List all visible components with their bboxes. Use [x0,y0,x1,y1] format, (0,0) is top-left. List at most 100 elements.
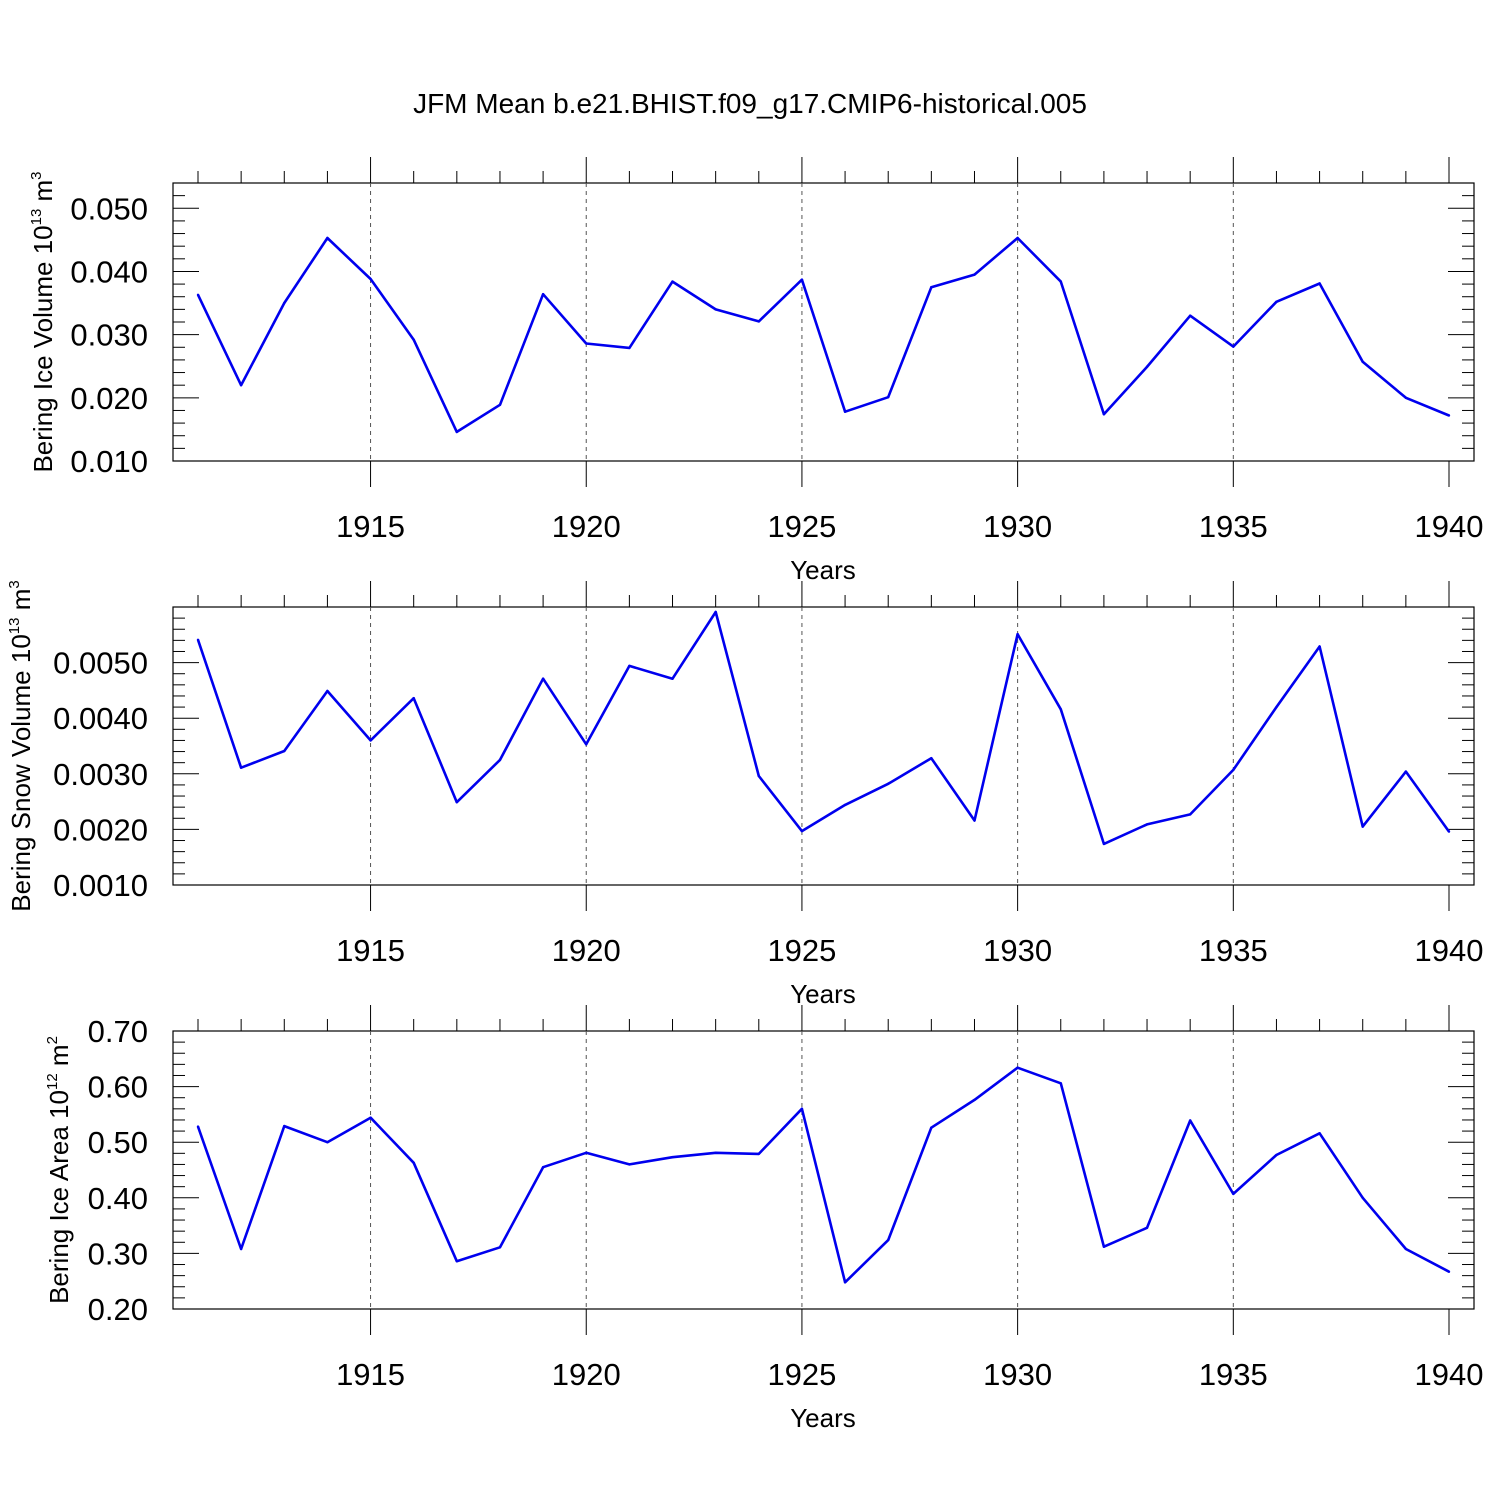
data-point [239,1247,243,1251]
data-point [585,1151,588,1154]
data-point [843,803,847,807]
panel-1: 0.010 0.020 0.030 0.040 0.050 1915 1920 1925 193… [28,157,1483,585]
y-tick-label: 0.030 [70,318,148,353]
series-line [196,1066,1450,1284]
x-tick-label: 1915 [336,509,405,544]
data-point [714,308,717,311]
data-point [887,395,890,399]
y-axis-title: Bering Snow Volume 1013 m3 [6,580,36,911]
data-point [541,1166,545,1169]
data-point [843,410,847,413]
data-point [283,301,286,305]
data-point [1275,300,1278,303]
data-point [887,782,890,786]
data-point [973,1098,976,1102]
data-point [498,1246,502,1249]
x-tick-label: 1935 [1199,509,1268,544]
data-point [1059,1082,1062,1085]
data-point [714,1151,717,1154]
data-point [1447,1270,1451,1273]
series-line [196,236,1450,434]
data-point [1318,1132,1321,1135]
data-point [1145,365,1149,369]
data-point [326,236,329,240]
y-axis-title: Bering Ice Volume 1013 m3 [28,171,58,472]
data-point [585,342,588,345]
data-point [1059,280,1062,283]
data-point [714,610,717,614]
x-tick-label: 1920 [552,933,621,968]
data-point [283,749,286,753]
x-tick-label: 1940 [1415,1357,1484,1392]
data-point [326,689,329,693]
data-point [585,743,588,746]
data-point [1145,823,1149,826]
x-axis-title: Years [790,555,856,585]
data-point [671,677,674,680]
data-point [843,1281,847,1284]
data-point [1447,830,1451,833]
data-point [1188,813,1192,816]
panel-3: 0.20 0.30 0.40 0.50 0.60 0.70 1915 1920 1925 1930… [44,1005,1483,1433]
data-point [239,383,243,387]
data-point [1016,236,1019,240]
data-point [1145,1226,1149,1230]
data-point [757,320,760,323]
data-point [541,677,545,680]
data-point [757,1152,760,1156]
y-tick-label: 0.050 [70,191,148,226]
data-point [369,1116,372,1119]
y-tick-label: 0.60 [88,1070,148,1105]
x-tick-label: 1915 [336,933,405,968]
x-tick-label: 1925 [767,509,836,544]
plot-frame [172,182,1475,462]
data-point [1102,413,1106,416]
data-point [498,403,502,406]
data-point [800,278,804,281]
data-point [1404,1247,1408,1251]
data-point [1016,633,1019,636]
x-tick-label: 1920 [552,1357,621,1392]
panel-2: 0.0010 0.0020 0.0030 0.0040 0.0050 1915 1920 19… [6,580,1483,1009]
data-point [1232,768,1235,772]
y-tick-label: 0.30 [88,1236,148,1271]
y-tick-label: 0.50 [88,1125,148,1160]
data-point [628,346,631,350]
data-point [1059,708,1062,711]
data-point [887,1238,890,1242]
x-tick-label: 1930 [983,933,1052,968]
x-tick-label: 1930 [983,509,1052,544]
y-tick-label: 0.0040 [53,701,148,736]
series-line [196,610,1451,846]
x-axis-title: Years [790,1403,856,1433]
data-point [369,277,372,281]
y-tick-label: 0.0010 [53,868,148,903]
data-point [1318,282,1321,285]
data-point [973,819,976,822]
x-tick-label: 1925 [767,1357,836,1392]
x-axis-title: Years [790,979,856,1009]
data-point [1102,1245,1106,1248]
data-point [1404,396,1408,400]
data-point [628,664,631,668]
data-point [1188,1119,1192,1122]
data-point [369,739,372,742]
data-point [930,757,933,760]
x-tick-label: 1920 [552,509,621,544]
data-point [1102,842,1106,846]
data-point [1361,1196,1364,1200]
data-point [1275,705,1278,709]
x-tick-label: 1940 [1415,933,1484,968]
data-point [671,1156,674,1159]
data-point [1404,770,1408,773]
x-tick-label: 1915 [336,1357,405,1392]
data-point [1361,360,1364,364]
data-point [455,800,459,804]
y-axis-title: Bering Ice Area 1012 m2 [44,1036,74,1304]
plot-frame [172,606,1475,886]
figure-title: JFM Mean b.e21.BHIST.f09_g17.CMIP6-histo… [413,88,1087,119]
data-point [541,293,545,296]
y-tick-label: 0.40 [88,1181,148,1216]
y-tick-label: 0.020 [70,381,148,416]
